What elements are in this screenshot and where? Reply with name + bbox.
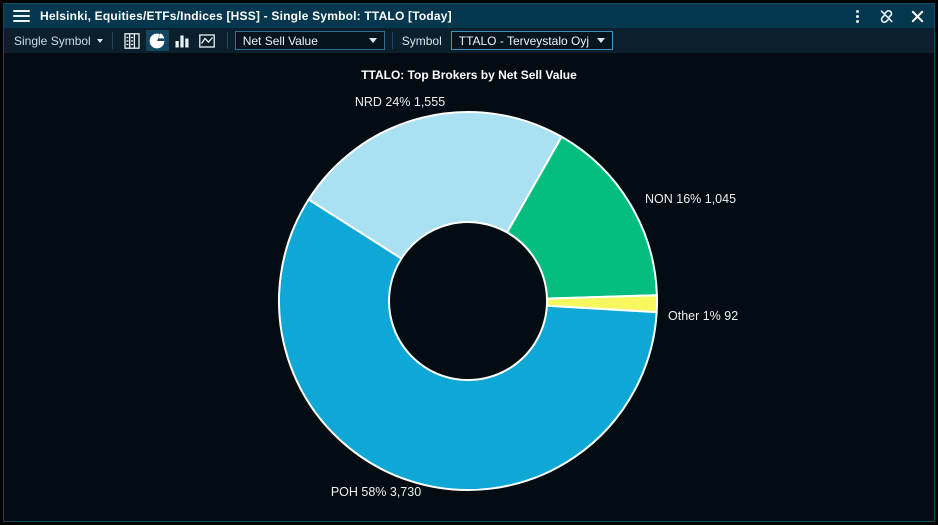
table-view-button[interactable]: [121, 30, 144, 51]
metric-dropdown-value: Net Sell Value: [242, 33, 318, 48]
app-window: Helsinki, Equities/ETFs/Indices [HSS] - …: [3, 3, 935, 522]
chevron-down-icon: [596, 38, 605, 43]
pie-slice-nrd[interactable]: [307, 111, 563, 260]
chart-area: TTALO: Top Brokers by Net Sell Value NRD…: [4, 53, 934, 521]
donut-chart: NRD 24% 1,555 NON 16% 1,045 Other 1% 92 POH…: [278, 95, 738, 499]
chevron-down-icon: [96, 38, 103, 43]
toolbar-separator: [226, 32, 228, 49]
pie-chart-view-button[interactable]: [145, 30, 169, 51]
slice-label-non: NON 16% 1,045: [645, 192, 736, 206]
kebab-menu-icon[interactable]: [852, 8, 863, 25]
symbol-dropdown[interactable]: TTALO - Terveystalo Oyj: [450, 31, 613, 50]
symbol-dropdown-value: TTALO - Terveystalo Oyj: [458, 33, 589, 48]
bar-chart-view-button[interactable]: [171, 30, 194, 51]
mode-dropdown[interactable]: Single Symbol: [12, 34, 105, 48]
pie-slice-non[interactable]: [506, 135, 658, 300]
toolbar-separator: [391, 32, 393, 49]
boxed-chart-view-button[interactable]: [196, 30, 219, 51]
close-icon[interactable]: [910, 9, 925, 24]
slice-label-nrd: NRD 24% 1,555: [355, 95, 445, 109]
toolbar-separator: [111, 32, 113, 49]
chart-title: TTALO: Top Brokers by Net Sell Value: [361, 68, 577, 82]
title-bar: Helsinki, Equities/ETFs/Indices [HSS] - …: [4, 4, 934, 28]
unlink-icon[interactable]: [878, 8, 895, 25]
metric-dropdown[interactable]: Net Sell Value: [234, 31, 385, 50]
pie-slice-poh[interactable]: [278, 198, 658, 491]
toolbar: Single Symbol: [4, 28, 934, 53]
mode-dropdown-label: Single Symbol: [14, 33, 91, 48]
slice-label-poh: POH 58% 3,730: [331, 485, 421, 499]
hamburger-menu-icon[interactable]: [13, 10, 30, 22]
titlebar-actions: [852, 8, 925, 25]
slice-label-other: Other 1% 92: [668, 309, 738, 323]
window-title: Helsinki, Equities/ETFs/Indices [HSS] - …: [40, 9, 452, 23]
chevron-down-icon: [368, 38, 377, 43]
symbol-field-label: Symbol: [401, 33, 442, 48]
